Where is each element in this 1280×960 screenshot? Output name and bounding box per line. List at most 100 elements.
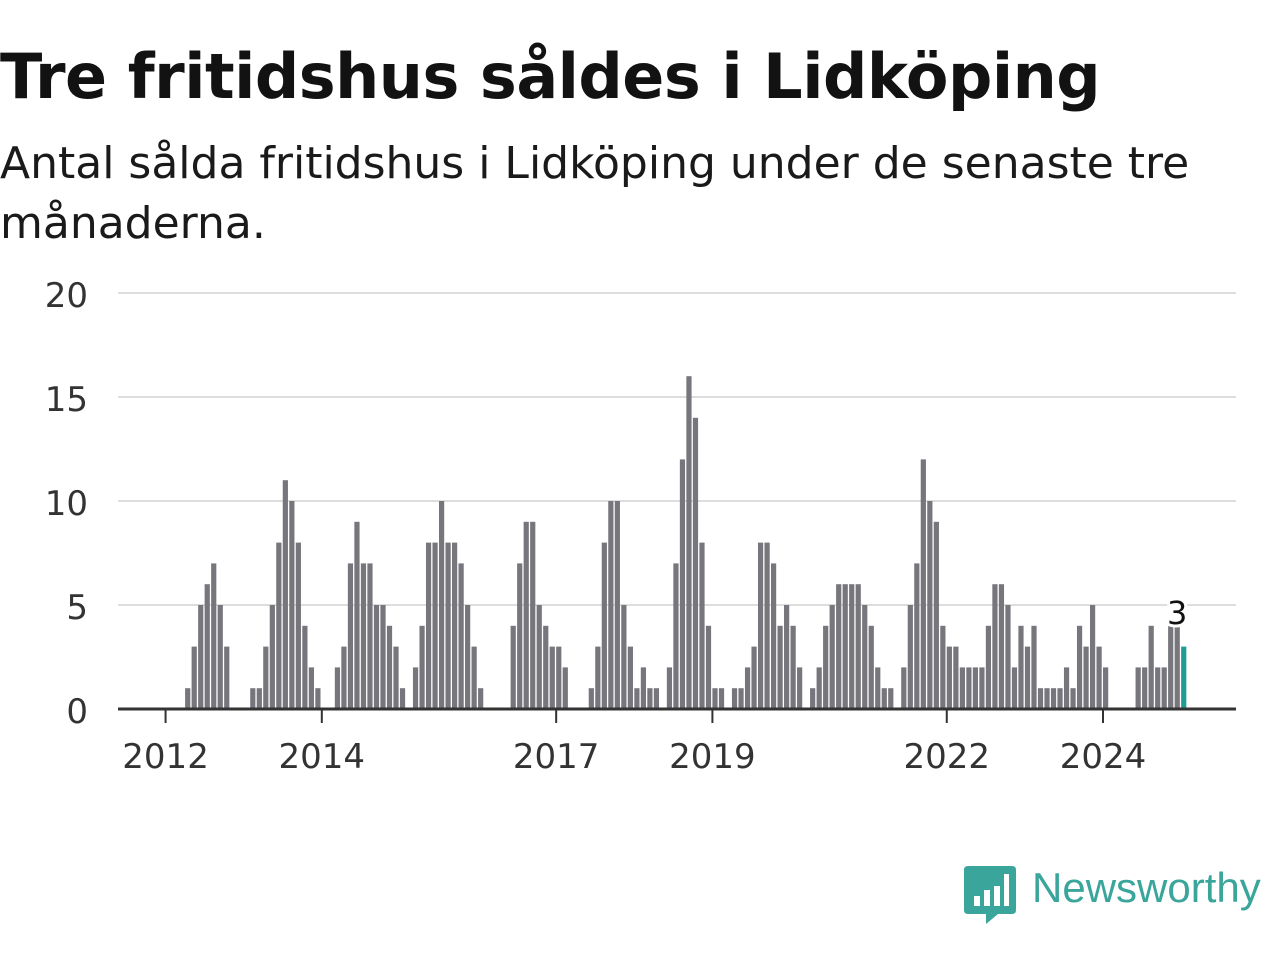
bar bbox=[1005, 605, 1011, 709]
chart-subtitle: Antal sålda fritidshus i Lidköping under… bbox=[0, 138, 1190, 249]
last-value-label: 3 bbox=[1167, 594, 1187, 632]
bar bbox=[608, 501, 614, 709]
bar bbox=[992, 584, 998, 709]
bar bbox=[686, 376, 692, 709]
bar bbox=[1063, 667, 1070, 709]
bar bbox=[536, 605, 542, 709]
annotations: 3 bbox=[1164, 591, 1190, 635]
bar bbox=[556, 646, 562, 709]
bar bbox=[445, 542, 451, 709]
bar bbox=[862, 605, 868, 709]
bar bbox=[393, 646, 399, 709]
bar bbox=[523, 521, 529, 709]
bar bbox=[712, 688, 718, 709]
bar bbox=[478, 688, 484, 709]
bar bbox=[282, 480, 288, 709]
y-tick-label: 0 bbox=[66, 692, 88, 732]
bar bbox=[347, 563, 354, 709]
bar bbox=[933, 521, 939, 709]
x-tick-label: 2024 bbox=[1060, 737, 1147, 777]
bar bbox=[510, 625, 516, 709]
bar bbox=[1057, 688, 1063, 709]
bar bbox=[1135, 667, 1141, 709]
bar bbox=[1103, 667, 1109, 709]
bar bbox=[1050, 688, 1057, 709]
bar bbox=[940, 625, 946, 709]
bar bbox=[1070, 688, 1076, 709]
bar bbox=[731, 688, 738, 709]
bar bbox=[797, 667, 803, 709]
bar bbox=[289, 501, 295, 709]
y-axis-ticks: 0 5 10 15 20 bbox=[45, 276, 88, 732]
bar bbox=[198, 605, 204, 709]
bar bbox=[764, 542, 770, 709]
bar bbox=[901, 667, 907, 709]
bar bbox=[614, 501, 620, 709]
bar bbox=[751, 646, 757, 709]
bar bbox=[471, 646, 477, 709]
bar bbox=[810, 688, 816, 709]
gridlines bbox=[118, 292, 1236, 606]
x-tick-label: 2014 bbox=[279, 737, 366, 777]
x-tick-label: 2019 bbox=[669, 737, 756, 777]
bar bbox=[907, 605, 913, 709]
bar bbox=[959, 667, 965, 709]
bar bbox=[256, 688, 262, 709]
bar bbox=[692, 417, 699, 709]
bar bbox=[823, 625, 829, 709]
bar bbox=[985, 625, 992, 709]
bar bbox=[738, 688, 744, 709]
bar bbox=[588, 688, 594, 709]
bar bbox=[972, 667, 979, 709]
bar bbox=[653, 688, 660, 709]
bar bbox=[842, 584, 848, 709]
bar bbox=[360, 563, 367, 709]
bar bbox=[465, 605, 471, 709]
bar bbox=[373, 605, 380, 709]
x-axis: 2012 2014 2017 2019 2022 2024 bbox=[118, 707, 1236, 777]
x-tick-label: 2017 bbox=[513, 737, 600, 777]
bar bbox=[1083, 646, 1089, 709]
bar bbox=[276, 542, 282, 709]
bar bbox=[621, 605, 627, 709]
bar bbox=[757, 542, 764, 709]
y-tick-label: 15 bbox=[45, 380, 88, 420]
bar bbox=[386, 625, 393, 709]
bar bbox=[914, 563, 920, 709]
y-tick-label: 5 bbox=[66, 588, 88, 628]
bar bbox=[1174, 625, 1180, 709]
bar bbox=[790, 625, 796, 709]
bar bbox=[601, 542, 607, 709]
bar bbox=[315, 688, 321, 709]
bar bbox=[334, 667, 341, 709]
chart-title: Tre fritidshus såldes i Lidköping bbox=[0, 40, 1101, 113]
x-tick-label: 2022 bbox=[904, 737, 991, 777]
bar bbox=[836, 584, 842, 709]
bar bbox=[354, 521, 360, 709]
bar bbox=[549, 646, 555, 709]
bar bbox=[380, 605, 386, 709]
bar bbox=[829, 605, 835, 709]
bar bbox=[562, 667, 568, 709]
bar bbox=[250, 688, 256, 709]
bar-chart: 0 5 10 15 20 2012 2014 2017 2019 2022 2024 3 bbox=[45, 276, 1236, 777]
bar bbox=[816, 667, 822, 709]
bar bbox=[308, 667, 314, 709]
bar bbox=[888, 688, 894, 709]
y-tick-label: 10 bbox=[45, 484, 88, 524]
bar bbox=[855, 584, 861, 709]
bar bbox=[705, 625, 712, 709]
bar bbox=[1089, 605, 1096, 709]
bar bbox=[1096, 646, 1102, 709]
bar bbox=[399, 688, 406, 709]
bar bbox=[191, 646, 197, 709]
bar bbox=[627, 646, 633, 709]
bar bbox=[367, 563, 373, 709]
bar bbox=[530, 521, 536, 709]
bar bbox=[302, 625, 308, 709]
brand-name: Newsworthy bbox=[1032, 864, 1261, 911]
bar bbox=[849, 584, 855, 709]
bar bbox=[595, 646, 601, 709]
bar bbox=[953, 646, 959, 709]
bar bbox=[224, 646, 230, 709]
